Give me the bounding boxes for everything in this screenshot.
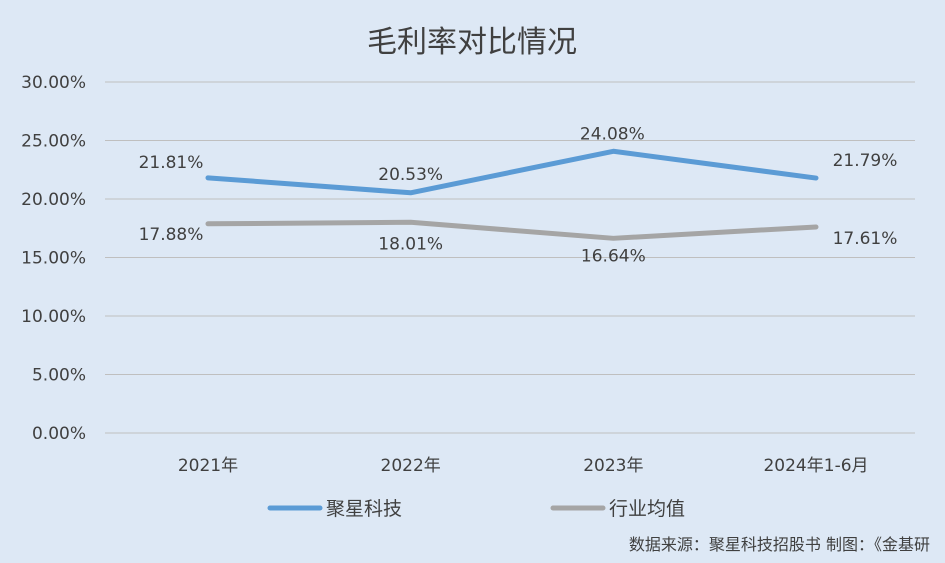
- x-tick-label: 2022年: [381, 456, 441, 476]
- y-tick-label: 5.00%: [32, 366, 86, 386]
- y-tick-label: 15.00%: [21, 249, 86, 269]
- data-labels: 21.81% 20.53% 24.08% 21.79% 17.88% 18.01% 16.6…: [139, 124, 898, 266]
- data-label: 20.53%: [378, 165, 443, 185]
- x-tick-label: 2023年: [583, 456, 643, 476]
- y-tick-label: 30.00%: [21, 73, 86, 93]
- legend-label: 聚星科技: [326, 498, 402, 520]
- legend: 聚星科技 行业均值: [267, 498, 685, 520]
- data-label: 24.08%: [580, 124, 645, 144]
- data-label: 17.61%: [833, 229, 898, 249]
- chart-title: 毛利率对比情况: [367, 25, 577, 60]
- y-tick-label: 20.00%: [21, 190, 86, 210]
- data-label: 16.64%: [581, 246, 646, 266]
- y-axis-ticks: 0.00% 5.00% 10.00% 15.00% 20.00% 25.00% 30.00%: [21, 73, 86, 444]
- x-tick-label: 2021年: [178, 456, 238, 476]
- source-note: 数据来源：聚星科技招股书 制图：《金基研: [629, 535, 930, 554]
- x-tick-label: 2024年1-6月: [763, 456, 868, 476]
- data-label: 21.79%: [833, 151, 898, 171]
- data-label: 17.88%: [139, 225, 204, 245]
- gridlines: [105, 81, 915, 434]
- series-line-0: [205, 148, 819, 196]
- series-line-1: [205, 219, 819, 241]
- y-tick-label: 0.00%: [32, 424, 86, 444]
- legend-label: 行业均值: [609, 498, 685, 520]
- y-tick-label: 25.00%: [21, 132, 86, 152]
- y-tick-label: 10.00%: [21, 307, 86, 327]
- data-label: 18.01%: [378, 234, 443, 254]
- data-label: 21.81%: [139, 153, 204, 173]
- x-axis-ticks: 2021年 2022年 2023年 2024年1-6月: [178, 456, 869, 476]
- series-lines: [205, 148, 819, 241]
